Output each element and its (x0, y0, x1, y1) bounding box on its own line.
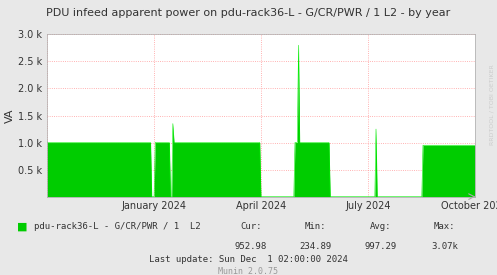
Text: pdu-rack36-L - G/CR/PWR / 1  L2: pdu-rack36-L - G/CR/PWR / 1 L2 (34, 222, 200, 231)
Text: Min:: Min: (305, 222, 327, 231)
Text: 234.89: 234.89 (300, 242, 331, 251)
Text: Avg:: Avg: (369, 222, 391, 231)
Y-axis label: VA: VA (5, 108, 15, 123)
Text: 952.98: 952.98 (235, 242, 267, 251)
Text: 3.07k: 3.07k (431, 242, 458, 251)
Text: ■: ■ (17, 222, 28, 232)
Text: Max:: Max: (434, 222, 456, 231)
Text: Cur:: Cur: (240, 222, 262, 231)
Text: Munin 2.0.75: Munin 2.0.75 (219, 267, 278, 275)
Text: RRDTOOL / TOBI OETIKER: RRDTOOL / TOBI OETIKER (490, 64, 495, 145)
Text: PDU infeed apparent power on pdu-rack36-L - G/CR/PWR / 1 L2 - by year: PDU infeed apparent power on pdu-rack36-… (46, 8, 451, 18)
Text: 997.29: 997.29 (364, 242, 396, 251)
Text: Last update: Sun Dec  1 02:00:00 2024: Last update: Sun Dec 1 02:00:00 2024 (149, 255, 348, 264)
